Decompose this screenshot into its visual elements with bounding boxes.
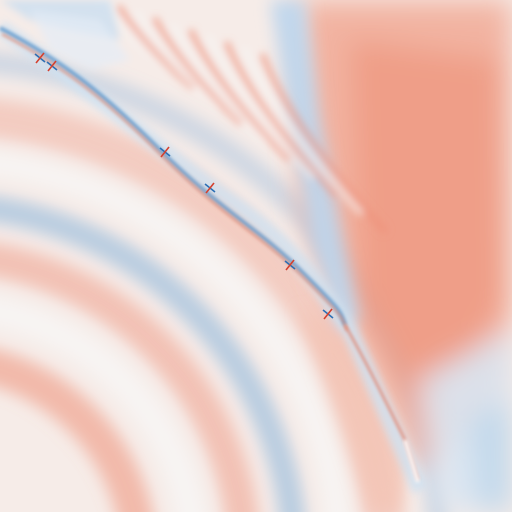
ripple [240, 46, 365, 217]
ripple [133, 10, 221, 109]
ripple [150, 16, 245, 127]
ripple [258, 52, 389, 235]
singularity [204, 182, 216, 194]
right-warm-region [300, 0, 512, 512]
singularity [46, 60, 58, 72]
upper-wave-ripples [97, 0, 389, 235]
singularity [284, 259, 296, 271]
top-left-blue-waves [0, 0, 130, 70]
ripple [168, 22, 269, 145]
singularity [322, 308, 334, 320]
ripple [222, 40, 341, 199]
singularity [34, 52, 46, 64]
crack-singularities [34, 52, 334, 320]
ripple [186, 28, 293, 163]
ripple [115, 4, 197, 91]
singularity [159, 146, 171, 158]
ripple [204, 34, 317, 181]
